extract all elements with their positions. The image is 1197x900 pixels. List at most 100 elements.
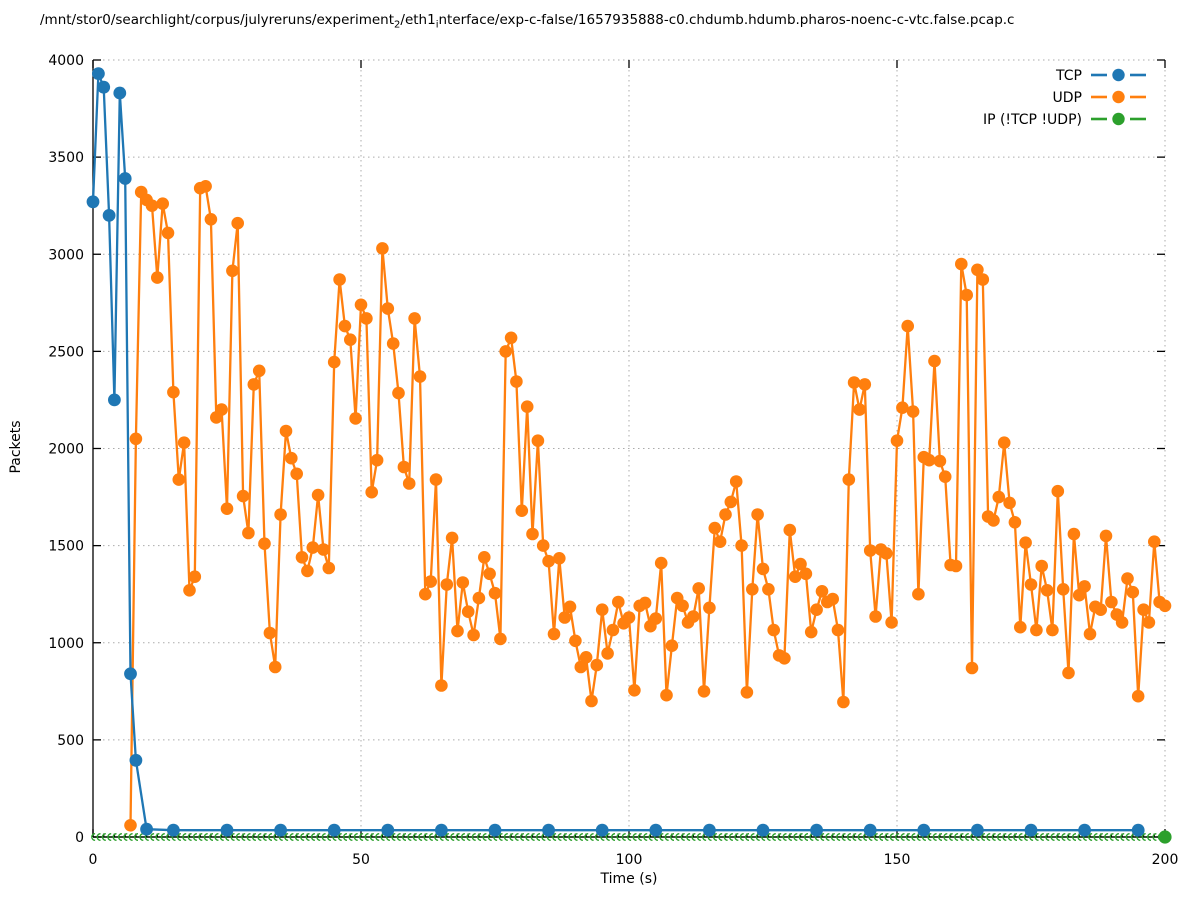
legend-item-udp: UDP <box>1053 90 1146 106</box>
udp-point <box>1094 603 1107 616</box>
udp-point <box>129 432 143 446</box>
udp-point <box>172 473 186 486</box>
udp-point <box>890 434 904 448</box>
udp-point <box>1148 535 1161 548</box>
udp-series-points <box>124 180 1172 832</box>
tcp-point <box>124 667 137 681</box>
y-tick-label: 0 <box>75 830 84 846</box>
udp-point <box>274 508 287 521</box>
udp-point <box>569 634 582 648</box>
x-tick-label: 200 <box>1152 852 1179 868</box>
udp-point <box>595 603 609 616</box>
legend-label: UDP <box>1053 90 1082 106</box>
udp-point <box>708 521 722 535</box>
udp-point <box>402 477 416 490</box>
legend: TCP UDP IP (!TCP !UDP) <box>983 68 1146 128</box>
udp-point <box>729 475 743 488</box>
udp-point <box>826 592 839 606</box>
udp-point <box>880 547 893 560</box>
udp-point <box>520 400 534 414</box>
udp-point <box>429 473 443 486</box>
udp-point <box>853 403 866 416</box>
udp-point <box>488 586 502 600</box>
udp-point <box>965 661 979 675</box>
tcp-point <box>381 823 395 837</box>
udp-point <box>992 490 1006 504</box>
udp-point <box>360 312 373 325</box>
udp-point <box>440 578 454 591</box>
ip-final-point <box>1158 830 1172 844</box>
figure-title: /mnt/stor0/searchlight/corpus/julyreruns… <box>40 12 1015 31</box>
udp-point <box>167 385 180 399</box>
udp-point <box>746 583 759 596</box>
udp-point <box>585 694 598 708</box>
udp-point <box>494 632 507 646</box>
udp-point <box>542 554 555 568</box>
udp-point <box>1003 496 1016 510</box>
udp-point <box>1137 603 1150 616</box>
udp-point <box>1078 580 1091 593</box>
tcp-point <box>129 753 143 767</box>
udp-point <box>847 376 861 389</box>
udp-point <box>322 561 336 575</box>
tcp-point <box>113 86 127 100</box>
udp-point <box>338 319 352 333</box>
udp-point <box>1158 599 1172 613</box>
tcp-point <box>97 80 111 94</box>
udp-point <box>799 567 813 581</box>
udp-point <box>349 412 362 425</box>
udp-point <box>553 552 566 565</box>
tcp-point <box>435 823 448 837</box>
udp-point <box>665 639 679 652</box>
udp-point <box>628 684 641 697</box>
tcp-point <box>108 393 121 407</box>
tcp-series-points <box>86 67 1145 837</box>
udp-point <box>1008 516 1022 529</box>
udp-point <box>697 685 711 698</box>
udp-point <box>987 514 1000 527</box>
udp-point <box>638 596 652 610</box>
udp-point <box>156 197 169 210</box>
tcp-point <box>327 823 341 837</box>
tcp-point <box>917 823 931 837</box>
tcp-point <box>863 823 877 837</box>
udp-point <box>654 556 668 570</box>
udp-point <box>467 628 480 642</box>
udp-point <box>606 623 620 637</box>
tcp-point <box>810 823 823 837</box>
udp-point <box>263 626 277 640</box>
udp-point <box>408 312 421 325</box>
udp-point <box>301 564 314 578</box>
udp-point <box>601 647 614 660</box>
udp-point <box>783 523 797 537</box>
udp-point <box>612 595 625 609</box>
udp-point <box>1056 583 1070 596</box>
udp-point <box>215 403 228 416</box>
udp-point <box>960 288 973 302</box>
udp-point <box>1014 620 1027 634</box>
x-tick-label: 100 <box>616 852 643 868</box>
udp-point <box>285 451 298 465</box>
udp-point <box>831 623 845 637</box>
udp-point <box>531 434 545 448</box>
legend-label: IP (!TCP !UDP) <box>983 112 1082 128</box>
tcp-point <box>488 823 502 837</box>
udp-point <box>397 460 411 474</box>
udp-point <box>510 375 523 388</box>
udp-point <box>794 557 807 571</box>
udp-point <box>1083 627 1097 641</box>
legend-marker-sample <box>1112 112 1125 126</box>
udp-point <box>901 319 914 333</box>
tcp-point <box>92 67 105 80</box>
udp-point <box>365 485 379 499</box>
udp-point <box>290 467 304 481</box>
udp-point <box>896 401 909 415</box>
udp-point <box>687 610 700 623</box>
udp-point <box>719 508 732 521</box>
legend-label: TCP <box>1055 68 1082 84</box>
udp-point <box>344 333 357 347</box>
udp-point <box>124 819 137 832</box>
udp-point <box>622 611 636 624</box>
